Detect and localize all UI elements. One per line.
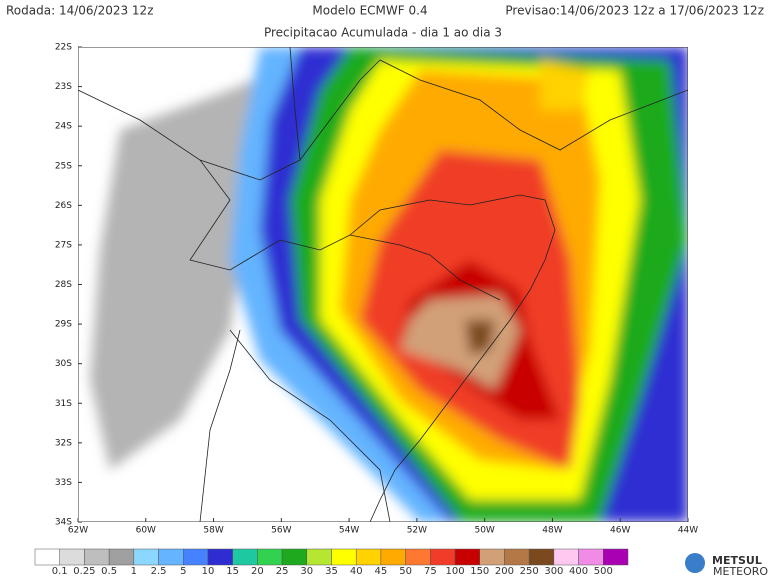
legend-swatch (108, 548, 135, 566)
lat-label: 30S (55, 359, 72, 369)
lon-label: 54W (339, 526, 359, 536)
legend-label: 400 (569, 566, 588, 577)
run-label: Rodada: 14/06/2023 12z (6, 4, 154, 18)
logo-tagline: METEOROLOGIA (713, 565, 768, 577)
legend-label: 0.25 (73, 566, 95, 577)
legend-label: 0.1 (52, 566, 68, 577)
legend-label: 300 (544, 566, 563, 577)
legend-swatch (355, 548, 382, 566)
lon-label: 52W (407, 526, 427, 536)
forecast-label: Previsao:14/06/2023 12z a 17/06/2023 12z (505, 4, 764, 18)
lon-label: 62W (68, 526, 88, 536)
legend-swatch (207, 548, 233, 566)
lat-label: 31S (55, 399, 72, 409)
legend-label: 1 (131, 566, 137, 577)
legend-label: 35 (325, 566, 338, 577)
lat-label: 29S (55, 320, 72, 330)
subtitle: Precipitacao Acumulada - dia 1 ao dia 3 (264, 26, 502, 40)
legend-label: 200 (495, 566, 514, 577)
lon-label: 50W (474, 526, 494, 536)
legend-swatch (59, 548, 85, 566)
legend-label: 250 (520, 566, 539, 577)
legend-swatch (183, 548, 209, 566)
legend-label: 150 (470, 566, 489, 577)
legend-label: 2.5 (151, 566, 167, 577)
legend-swatch (133, 548, 159, 566)
legend-label: 100 (445, 566, 464, 577)
legend-swatch (331, 548, 357, 566)
legend-label: 500 (594, 566, 613, 577)
lon-label: 48W (542, 526, 562, 536)
lat-label: 25S (55, 161, 72, 171)
lon-label: 58W (203, 526, 223, 536)
legend-swatch (34, 548, 60, 566)
legend-swatch (158, 548, 184, 566)
lon-label: 56W (271, 526, 291, 536)
legend-swatch (553, 548, 579, 566)
legend-label: 75 (424, 566, 437, 577)
legend-swatch (603, 548, 629, 566)
lat-label: 27S (55, 240, 72, 250)
legend-label: 40 (350, 566, 363, 577)
legend-swatch (454, 548, 480, 566)
legend-label: 30 (300, 566, 313, 577)
legend-swatch (232, 548, 258, 566)
lat-label: 34S (55, 518, 72, 528)
legend-label: 0.5 (101, 566, 117, 577)
legend-swatch (479, 548, 505, 566)
logo-name: METSUL (712, 554, 762, 567)
legend-swatch (257, 548, 283, 566)
lat-label: 24S (55, 122, 72, 132)
legend-label: 20 (251, 566, 264, 577)
lon-label: 60W (136, 526, 156, 536)
lon-label: 44W (678, 526, 698, 536)
legend-label: 50 (399, 566, 412, 577)
legend-label: 15 (226, 566, 239, 577)
legend-label: 5 (180, 566, 186, 577)
legend-swatch (504, 548, 530, 566)
lat-label: 23S (55, 82, 72, 92)
legend-swatch (281, 548, 308, 566)
lat-label: 28S (55, 280, 72, 290)
legend-swatch (405, 548, 431, 566)
legend-label: 10 (202, 566, 215, 577)
lat-label: 33S (55, 478, 72, 488)
legend-swatch (306, 548, 332, 566)
model-label: Modelo ECMWF 0.4 (312, 4, 427, 18)
legend-label: 45 (375, 566, 388, 577)
legend-label: 25 (276, 566, 289, 577)
lat-label: 32S (55, 438, 72, 448)
legend-swatch (578, 548, 604, 566)
legend-swatch (528, 548, 555, 566)
legend-swatch (380, 548, 406, 566)
lon-label: 46W (610, 526, 630, 536)
lat-label: 22S (55, 43, 72, 53)
logo: METSUL METEOROLOGIA (685, 553, 768, 578)
lat-label: 26S (55, 201, 72, 211)
legend-swatch (84, 548, 110, 566)
legend-swatch (430, 548, 456, 566)
precip-field (78, 47, 688, 522)
